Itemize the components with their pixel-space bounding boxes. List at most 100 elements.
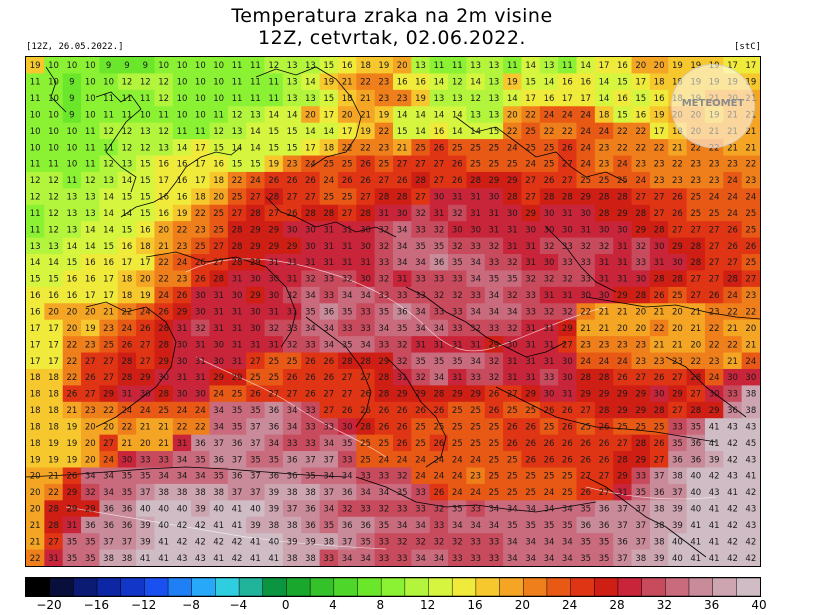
color-scale-swatch	[120, 578, 146, 596]
temperature-cell	[319, 139, 339, 157]
temperature-cell	[393, 139, 412, 157]
temperature-value: 24	[433, 472, 444, 482]
temperature-value: 36	[195, 439, 206, 449]
temperature-cell	[393, 483, 412, 501]
color-scale-tick-label: 0	[281, 598, 290, 612]
temperature-cell	[668, 467, 688, 485]
temperature-value: 17	[85, 291, 96, 301]
temperature-cell	[99, 188, 119, 206]
temperature-value: 35	[415, 242, 426, 252]
temperature-value: 32	[397, 357, 408, 367]
temperature-value: 35	[635, 488, 646, 498]
temperature-cell	[154, 352, 174, 370]
temperature-value: 27	[745, 275, 756, 285]
temperature-value: 24	[158, 291, 169, 301]
temperature-cell	[62, 286, 82, 304]
temperature-cell	[411, 451, 431, 469]
temperature-value: 27	[433, 160, 444, 170]
temperature-cell	[503, 237, 523, 255]
temperature-value: 12	[122, 78, 133, 88]
temperature-cell	[264, 303, 284, 321]
temperature-value: 22	[654, 143, 665, 153]
temperature-value: 25	[489, 143, 500, 153]
temperature-cell	[154, 385, 174, 403]
temperature-value: 33	[525, 291, 536, 301]
temperature-cell	[393, 451, 412, 469]
temperature-value: 16	[617, 61, 628, 71]
temperature-cell	[558, 368, 578, 386]
temperature-value: 41	[709, 505, 720, 515]
temperature-cell	[649, 73, 669, 91]
temperature-cell	[136, 303, 156, 321]
temperature-value: 13	[470, 61, 481, 71]
temperature-cell	[539, 139, 559, 157]
temperature-value: 27	[140, 340, 151, 350]
temperature-value: 39	[140, 521, 151, 531]
temperature-cell	[576, 139, 596, 157]
temperature-value: 30	[268, 291, 279, 301]
temperature-value: 12	[140, 143, 151, 153]
temperature-cell	[154, 270, 174, 288]
temperature-cell	[576, 237, 596, 255]
temperature-cell	[649, 254, 669, 272]
temperature-value: 31	[507, 373, 518, 383]
temperature-cell	[282, 352, 302, 370]
temperature-cell	[429, 171, 449, 189]
temperature-cell	[539, 122, 559, 140]
temperature-cell	[337, 57, 357, 75]
temperature-cell	[594, 254, 614, 272]
temperature-value: 30	[360, 275, 371, 285]
temperature-value: 35	[122, 488, 133, 498]
temperature-value: 28	[360, 357, 371, 367]
temperature-value: 33	[287, 324, 298, 334]
temperature-value: 20	[635, 324, 646, 334]
temperature-value: 10	[66, 143, 77, 153]
temperature-value: 27	[85, 357, 96, 367]
temperature-value: 26	[378, 406, 389, 416]
temperature-cell	[136, 336, 156, 354]
temperature-cell	[484, 57, 504, 75]
temperature-cell	[539, 106, 559, 124]
temperature-value: 13	[122, 160, 133, 170]
temperature-cell	[374, 204, 394, 222]
temperature-cell	[44, 500, 64, 518]
temperature-cell	[558, 401, 578, 419]
temperature-value: 31	[580, 225, 591, 235]
temperature-value: 38	[213, 488, 224, 498]
temperature-cell	[411, 483, 431, 501]
temperature-cell	[282, 57, 302, 75]
temperature-value: 33	[360, 505, 371, 515]
temperature-value: 20	[397, 61, 408, 71]
temperature-value: 29	[85, 505, 96, 515]
temperature-value: 13	[250, 110, 261, 120]
temperature-cell	[282, 483, 302, 501]
temperature-cell	[723, 254, 743, 272]
temperature-value: 34	[360, 554, 371, 564]
temperature-value: 31	[525, 324, 536, 334]
temperature-value: 30	[562, 357, 573, 367]
temperature-value: 25	[544, 160, 555, 170]
temperature-value: 22	[709, 324, 720, 334]
temperature-cell	[594, 385, 614, 403]
temperature-value: 29	[635, 225, 646, 235]
temperature-cell	[209, 254, 229, 272]
temperature-value: 23	[745, 176, 756, 186]
temperature-cell	[136, 221, 156, 239]
temperature-value: 31	[525, 340, 536, 350]
temperature-value: 22	[544, 127, 555, 137]
temperature-value: 23	[635, 160, 646, 170]
temperature-value: 26	[305, 373, 316, 383]
temperature-value: 32	[433, 291, 444, 301]
temperature-value: 23	[287, 160, 298, 170]
temperature-cell	[62, 89, 82, 107]
temperature-value: 33	[433, 275, 444, 285]
temperature-value: 32	[415, 537, 426, 547]
temperature-cell	[429, 451, 449, 469]
temperature-value: 24	[213, 390, 224, 400]
temperature-value: 24	[250, 176, 261, 186]
temperature-cell	[301, 434, 321, 452]
temperature-value: 18	[195, 193, 206, 203]
temperature-value: 35	[580, 505, 591, 515]
temperature-cell	[356, 155, 376, 173]
temperature-cell	[209, 434, 229, 452]
